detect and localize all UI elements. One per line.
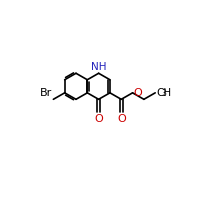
Text: O: O [134,88,142,98]
Text: Br: Br [40,88,52,98]
Text: O: O [94,114,103,124]
Text: CH: CH [157,88,172,98]
Text: O: O [117,114,126,124]
Text: 3: 3 [162,89,167,98]
Text: NH: NH [91,62,106,72]
